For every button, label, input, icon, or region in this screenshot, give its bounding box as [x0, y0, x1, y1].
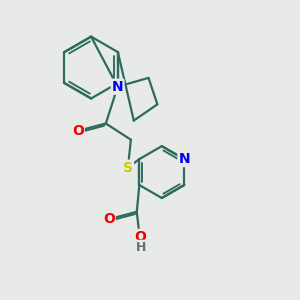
Text: N: N: [112, 80, 123, 94]
Text: O: O: [103, 212, 115, 226]
Text: O: O: [72, 124, 84, 138]
Text: S: S: [123, 161, 133, 175]
Text: O: O: [134, 230, 146, 244]
Text: N: N: [178, 152, 190, 166]
Text: H: H: [136, 241, 146, 254]
